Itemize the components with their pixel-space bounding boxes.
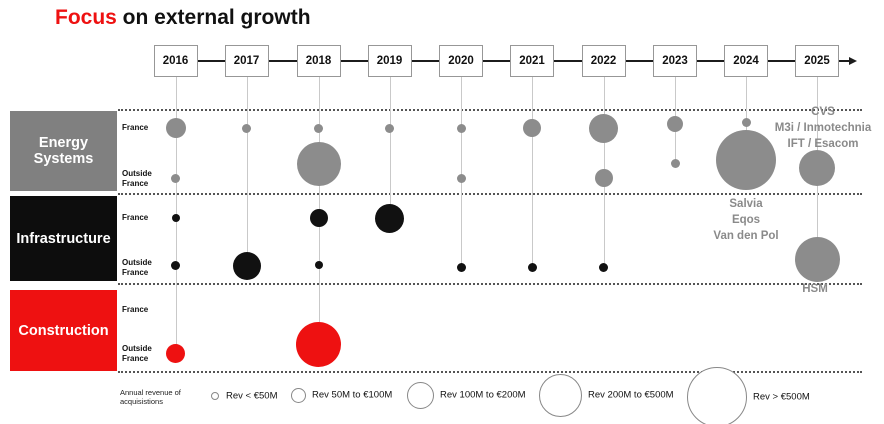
acquisition-label: Salvia Eqos Van den Pol xyxy=(713,198,779,242)
acquisition-bubble xyxy=(594,169,613,187)
acquisition-label: HSM xyxy=(802,283,828,295)
timeline-arrow-icon xyxy=(849,56,857,65)
acquisition-bubble xyxy=(171,260,180,270)
legend-item-label: Rev < €50M xyxy=(226,390,278,402)
timeline-connector xyxy=(340,60,368,62)
category-box-energy-systems: Energy Systems xyxy=(10,111,117,191)
timeline-connector xyxy=(625,60,653,62)
row-label: Outside France xyxy=(122,344,152,363)
row-separator-line xyxy=(118,193,862,195)
acquisition-bubble xyxy=(375,203,404,233)
category-box-infrastructure: Infrastructure xyxy=(10,196,117,281)
column-guide-line xyxy=(389,77,391,218)
acquisition-bubble xyxy=(741,117,751,127)
legend-title-line2: acquisistions xyxy=(120,397,163,406)
row-label: France xyxy=(122,305,149,314)
legend-title-line1: Annual revenue of xyxy=(120,388,181,397)
row-label: France xyxy=(122,213,149,222)
column-guide-line xyxy=(461,77,462,267)
acquisition-bubble xyxy=(670,158,680,168)
page-title: Focus on external growth xyxy=(55,6,311,30)
acquisition-bubble xyxy=(589,113,618,143)
timeline-connector xyxy=(768,60,795,62)
acquisition-bubble xyxy=(456,262,466,272)
timeline-connector xyxy=(697,60,724,62)
acquisition-bubble xyxy=(296,321,341,367)
legend-size-circle xyxy=(538,373,582,417)
acquisition-bubble xyxy=(242,123,251,133)
acquisition-bubble xyxy=(599,262,608,272)
acquisition-bubble xyxy=(385,123,394,133)
acquisition-bubble xyxy=(456,173,466,183)
legend-size-circle xyxy=(687,367,747,424)
acquisition-bubble xyxy=(309,209,328,227)
timeline-year-2016: 2016 xyxy=(153,45,198,77)
acquisition-bubble xyxy=(667,116,683,132)
timeline-year-2025: 2025 xyxy=(795,45,839,77)
legend-item-label: Rev > €500M xyxy=(753,391,810,403)
timeline-year-2022: 2022 xyxy=(581,45,626,77)
acquisition-bubble xyxy=(716,130,776,190)
timeline-connector xyxy=(197,60,225,62)
legend-size-circle xyxy=(211,392,219,400)
acquisition-bubble xyxy=(232,252,261,280)
legend-title: Annual revenue of acquisistions xyxy=(120,388,181,406)
acquisition-bubble xyxy=(171,214,180,222)
timeline-year-2018: 2018 xyxy=(296,45,341,77)
timeline-connector xyxy=(411,60,439,62)
timeline-connector xyxy=(483,60,510,62)
acquisition-bubble xyxy=(523,119,541,137)
acquisition-bubble xyxy=(314,123,323,133)
title-rest: on external growth xyxy=(116,6,311,29)
row-separator-line xyxy=(118,371,862,373)
column-guide-line xyxy=(532,77,533,267)
timeline-year-2023: 2023 xyxy=(653,45,697,77)
acquisition-label: CVS M3i / Inmotechnia IFT / Esacom xyxy=(774,106,872,150)
title-highlight: Focus xyxy=(55,6,117,29)
row-label: Outside France xyxy=(122,169,152,188)
acquisition-bubble xyxy=(296,142,341,186)
legend-size-circle xyxy=(290,387,306,403)
row-separator-line xyxy=(118,109,862,111)
acquisition-bubble xyxy=(794,236,840,282)
category-label: Infrastructure xyxy=(16,230,111,247)
legend-size-circle xyxy=(406,381,434,409)
acquisition-bubble xyxy=(799,150,835,186)
row-label: Outside France xyxy=(122,258,152,277)
row-separator-line xyxy=(118,283,862,285)
timeline-year-2017: 2017 xyxy=(224,45,269,77)
timeline-year-2024: 2024 xyxy=(724,45,768,77)
acquisition-bubble xyxy=(166,343,185,363)
row-label: France xyxy=(122,123,149,132)
timeline-year-2019: 2019 xyxy=(367,45,412,77)
timeline-connector xyxy=(839,60,849,62)
legend-item-label: Rev 100M to €200M xyxy=(440,389,526,401)
legend-item-label: Rev 200M to €500M xyxy=(588,389,674,401)
legend-item-label: Rev 50M to €100M xyxy=(312,389,393,401)
acquisition-bubble xyxy=(527,262,537,272)
category-label: Energy Systems xyxy=(33,135,94,167)
category-box-construction: Construction xyxy=(10,290,117,371)
timeline-connector xyxy=(268,60,297,62)
timeline-year-2021: 2021 xyxy=(510,45,554,77)
acquisition-bubble xyxy=(171,173,180,183)
timeline-connector xyxy=(554,60,582,62)
category-label: Construction xyxy=(18,322,109,339)
acquisition-bubble xyxy=(165,118,186,138)
timeline-year-2020: 2020 xyxy=(439,45,483,77)
acquisition-bubble xyxy=(456,123,466,133)
column-guide-line xyxy=(246,77,248,266)
acquisition-bubble xyxy=(314,261,323,269)
